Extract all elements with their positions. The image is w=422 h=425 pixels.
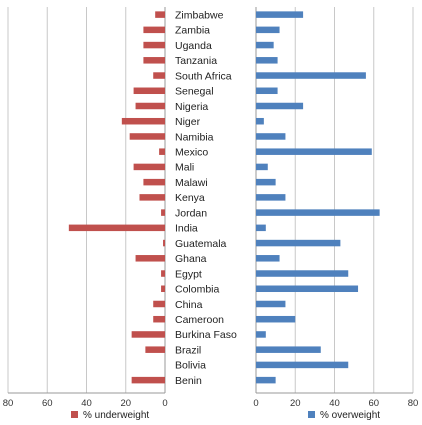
legend-overweight: % overweight [308, 410, 380, 421]
left-gridlines [7, 7, 166, 394]
legend-swatch-overweight [308, 411, 315, 418]
right-tick-0: 0 [253, 398, 258, 409]
right-tick-20: 20 [290, 398, 301, 409]
country-label-kenya: Kenya [175, 192, 205, 204]
left-tick-60: 60 [42, 398, 53, 409]
bar-overweight-mexico [256, 148, 372, 155]
bar-overweight-nigeria [256, 102, 304, 110]
bar-overweight-zimbabwe [256, 11, 304, 18]
bar-overweight-colombia [256, 285, 359, 293]
country-label-egypt: Egypt [175, 268, 202, 280]
legend-label-underweight: % underweight [83, 410, 149, 421]
country-label-colombia: Colombia [175, 284, 220, 296]
bar-underweight-brazil [145, 346, 165, 353]
left-tick-20: 20 [120, 398, 131, 409]
country-label-bolivia: Bolivia [175, 360, 206, 372]
country-label-india: India [175, 223, 198, 235]
country-label-china: China [175, 299, 203, 311]
bar-underweight-cameroon [153, 315, 165, 323]
bar-underweight-uganda [143, 41, 165, 49]
left-tick-40: 40 [81, 398, 92, 409]
bar-overweight-ghana [256, 255, 280, 262]
left-axis-ticks: 80 60 40 20 0 [3, 398, 168, 409]
bar-overweight-kenya [256, 194, 286, 201]
bar-overweight-niger [256, 117, 264, 125]
country-label-nigeria: Nigeria [175, 101, 208, 113]
bar-overweight-mali [256, 163, 268, 171]
bar-underweight-zambia [143, 26, 165, 34]
country-label-malawi: Malawi [175, 177, 208, 189]
country-label-namibia: Namibia [175, 131, 214, 143]
bar-underweight-china [153, 300, 165, 308]
bar-overweight-china [256, 300, 286, 308]
bar-overweight-namibia [256, 133, 286, 140]
bar-overweight-guatemala [256, 239, 341, 247]
country-label-ghana: Ghana [175, 253, 207, 265]
bar-overweight-tanzania [256, 57, 278, 64]
bar-overweight-south-africa [256, 72, 366, 79]
country-label-mexico: Mexico [175, 146, 208, 158]
bar-underweight-zimbabwe [155, 11, 165, 18]
country-label-uganda: Uganda [175, 40, 212, 52]
country-label-zimbabwe: Zimbabwe [175, 9, 224, 21]
legend-label-overweight: % overweight [320, 410, 380, 421]
legend-underweight: % underweight [71, 410, 149, 421]
bar-underweight-niger [121, 117, 165, 125]
bar-overweight-zambia [256, 26, 280, 34]
overweight-bars [256, 11, 380, 384]
bar-underweight-ghana [135, 255, 165, 262]
bar-underweight-senegal [133, 87, 165, 95]
country-label-mali: Mali [175, 162, 194, 174]
country-label-tanzania: Tanzania [175, 55, 217, 67]
bar-underweight-benin [131, 376, 165, 384]
bar-underweight-nigeria [135, 102, 165, 110]
country-label-benin: Benin [175, 375, 202, 387]
bar-overweight-uganda [256, 41, 274, 49]
bar-underweight-jordan [161, 209, 165, 216]
country-label-burkina-faso: Burkina Faso [175, 329, 237, 341]
bar-overweight-malawi [256, 178, 276, 186]
bar-underweight-guatemala [163, 239, 165, 247]
bar-underweight-namibia [129, 133, 165, 140]
country-label-south-africa: South Africa [175, 70, 232, 82]
bar-overweight-india [256, 224, 266, 232]
bar-overweight-jordan [256, 209, 380, 216]
right-tick-80: 80 [408, 398, 419, 409]
left-tick-0: 0 [162, 398, 167, 409]
country-label-guatemala: Guatemala [175, 238, 227, 250]
country-label-jordan: Jordan [175, 207, 207, 219]
bar-underweight-mexico [159, 148, 165, 155]
right-tick-40: 40 [329, 398, 340, 409]
bar-underweight-tanzania [143, 57, 165, 64]
bar-underweight-south-africa [153, 72, 165, 79]
bar-overweight-burkina-faso [256, 331, 266, 338]
bar-underweight-mali [133, 163, 165, 171]
bar-overweight-egypt [256, 270, 349, 277]
bar-underweight-burkina-faso [131, 331, 165, 338]
bar-overweight-bolivia [256, 361, 349, 369]
country-label-brazil: Brazil [175, 344, 201, 356]
bar-overweight-brazil [256, 346, 321, 353]
bar-underweight-malawi [143, 178, 165, 186]
underweight-bars [68, 11, 165, 384]
bar-underweight-kenya [139, 194, 165, 201]
bar-overweight-senegal [256, 87, 278, 95]
bar-underweight-colombia [161, 285, 165, 293]
country-label-senegal: Senegal [175, 86, 214, 98]
legend-swatch-underweight [71, 411, 78, 418]
country-label-cameroon: Cameroon [175, 314, 224, 326]
bar-underweight-india [68, 224, 165, 232]
bar-underweight-egypt [161, 270, 165, 277]
bar-overweight-benin [256, 376, 276, 384]
left-tick-80: 80 [3, 398, 14, 409]
country-label-zambia: Zambia [175, 25, 210, 37]
right-axis-ticks: 0 20 40 60 80 [253, 398, 418, 409]
right-tick-60: 60 [368, 398, 379, 409]
bar-overweight-cameroon [256, 315, 296, 323]
country-label-niger: Niger [175, 116, 201, 128]
country-labels: Zimbabwe Zambia Uganda Tanzania South Africa… [175, 9, 237, 387]
